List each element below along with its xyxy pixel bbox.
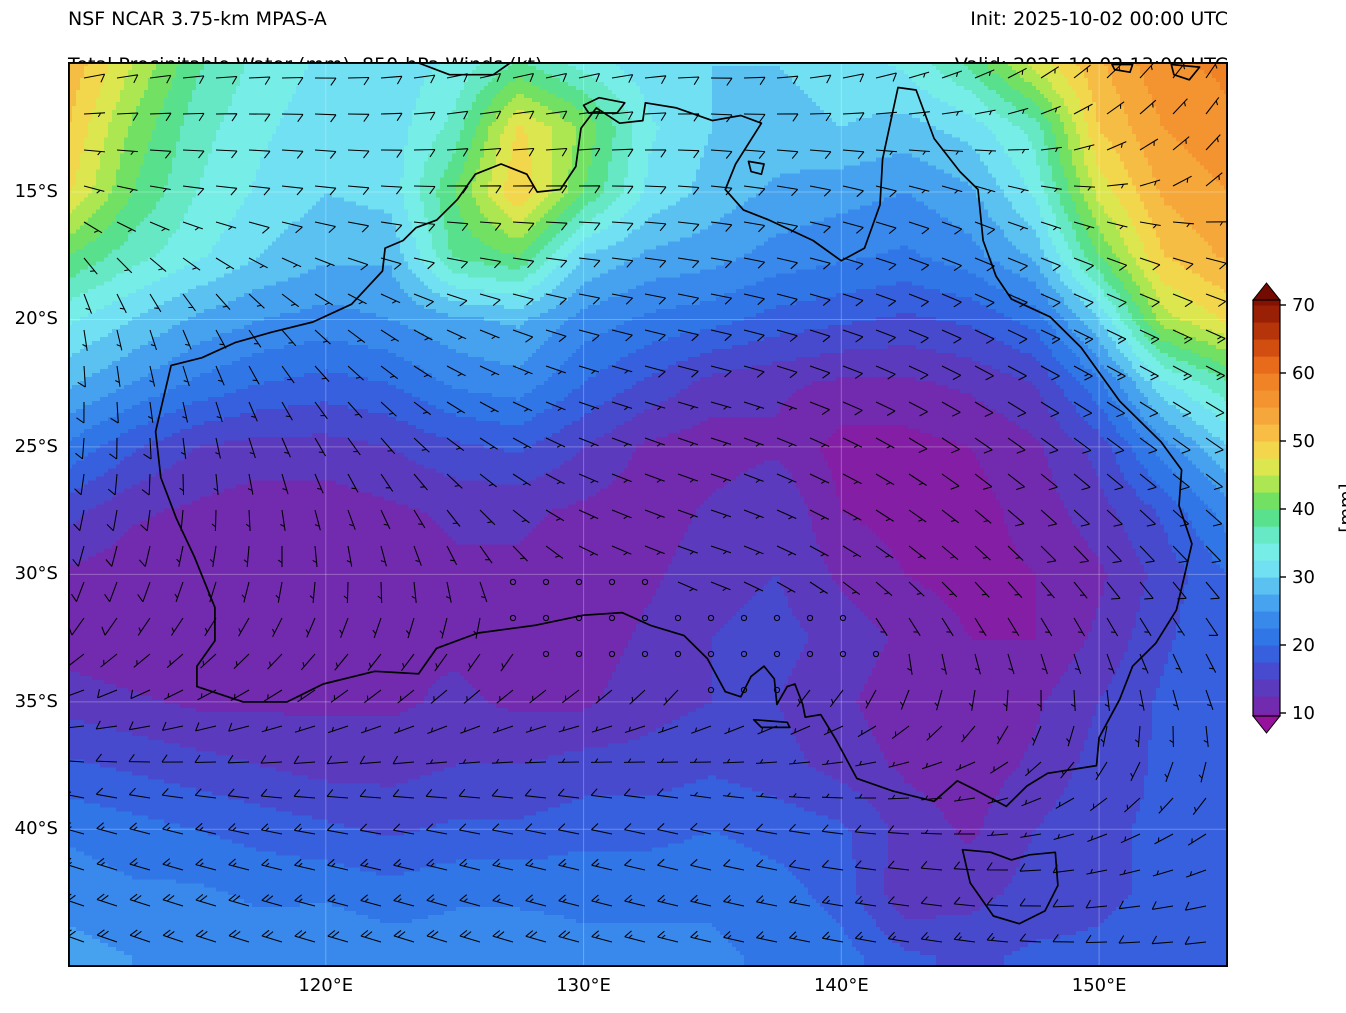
coastline-tasmania: [961, 848, 1059, 925]
y-tick-label-25s: 25°S: [14, 435, 58, 457]
x-tick-label-120e: 120°E: [298, 975, 354, 996]
coastline-png-island-west: [1111, 63, 1134, 74]
wind-barbs: [68, 62, 1228, 945]
map-overlay-svg: [67, 61, 1228, 971]
map-panel: [67, 61, 1228, 968]
model-name-line: NSF NCAR 3.75-km MPAS-A: [68, 8, 327, 30]
coastline-melville-island: [582, 96, 626, 114]
y-tick-label-40s: 40°S: [14, 818, 58, 840]
colorbar-tick-40: 40: [1292, 499, 1315, 520]
x-tick-label-150e: 150°E: [1071, 975, 1127, 996]
tpw-fill-field: [68, 62, 1228, 967]
coastline-png-island-east: [1170, 63, 1201, 81]
coastline-australia: [154, 86, 1193, 808]
y-tick-label-35s: 35°S: [14, 690, 58, 712]
x-tick-label-140e: 140°E: [813, 975, 869, 996]
coastline-timor: [415, 62, 513, 76]
x-tick-label-130e: 130°E: [556, 975, 611, 996]
colorbar-tick-10: 10: [1292, 703, 1315, 724]
init-time: Init: 2025-10-02 00:00 UTC: [970, 8, 1228, 30]
colorbar-extend-max: [1251, 282, 1282, 301]
map-frame: [68, 62, 1228, 967]
colorbar-tick-60: 60: [1292, 363, 1315, 384]
y-tick-label-15s: 15°S: [14, 181, 58, 202]
colorbar-tick-50: 50: [1292, 431, 1315, 452]
coastline-groote-eylandt: [747, 160, 765, 176]
y-tick-label-30s: 30°S: [14, 563, 58, 585]
colorbar-label: [mm]: [1336, 483, 1346, 532]
y-tick-label-20s: 20°S: [14, 308, 58, 330]
coastline-kangaroo-island: [752, 718, 791, 729]
colorbar-extend-min: [1251, 715, 1282, 734]
colorbar-tick-70: 70: [1292, 295, 1315, 316]
colorbar: 10 20 30 40 50 60 70 [mm]: [1228, 0, 1346, 1009]
colorbar-tick-20: 20: [1292, 635, 1315, 656]
colorbar-tick-30: 30: [1292, 567, 1315, 588]
